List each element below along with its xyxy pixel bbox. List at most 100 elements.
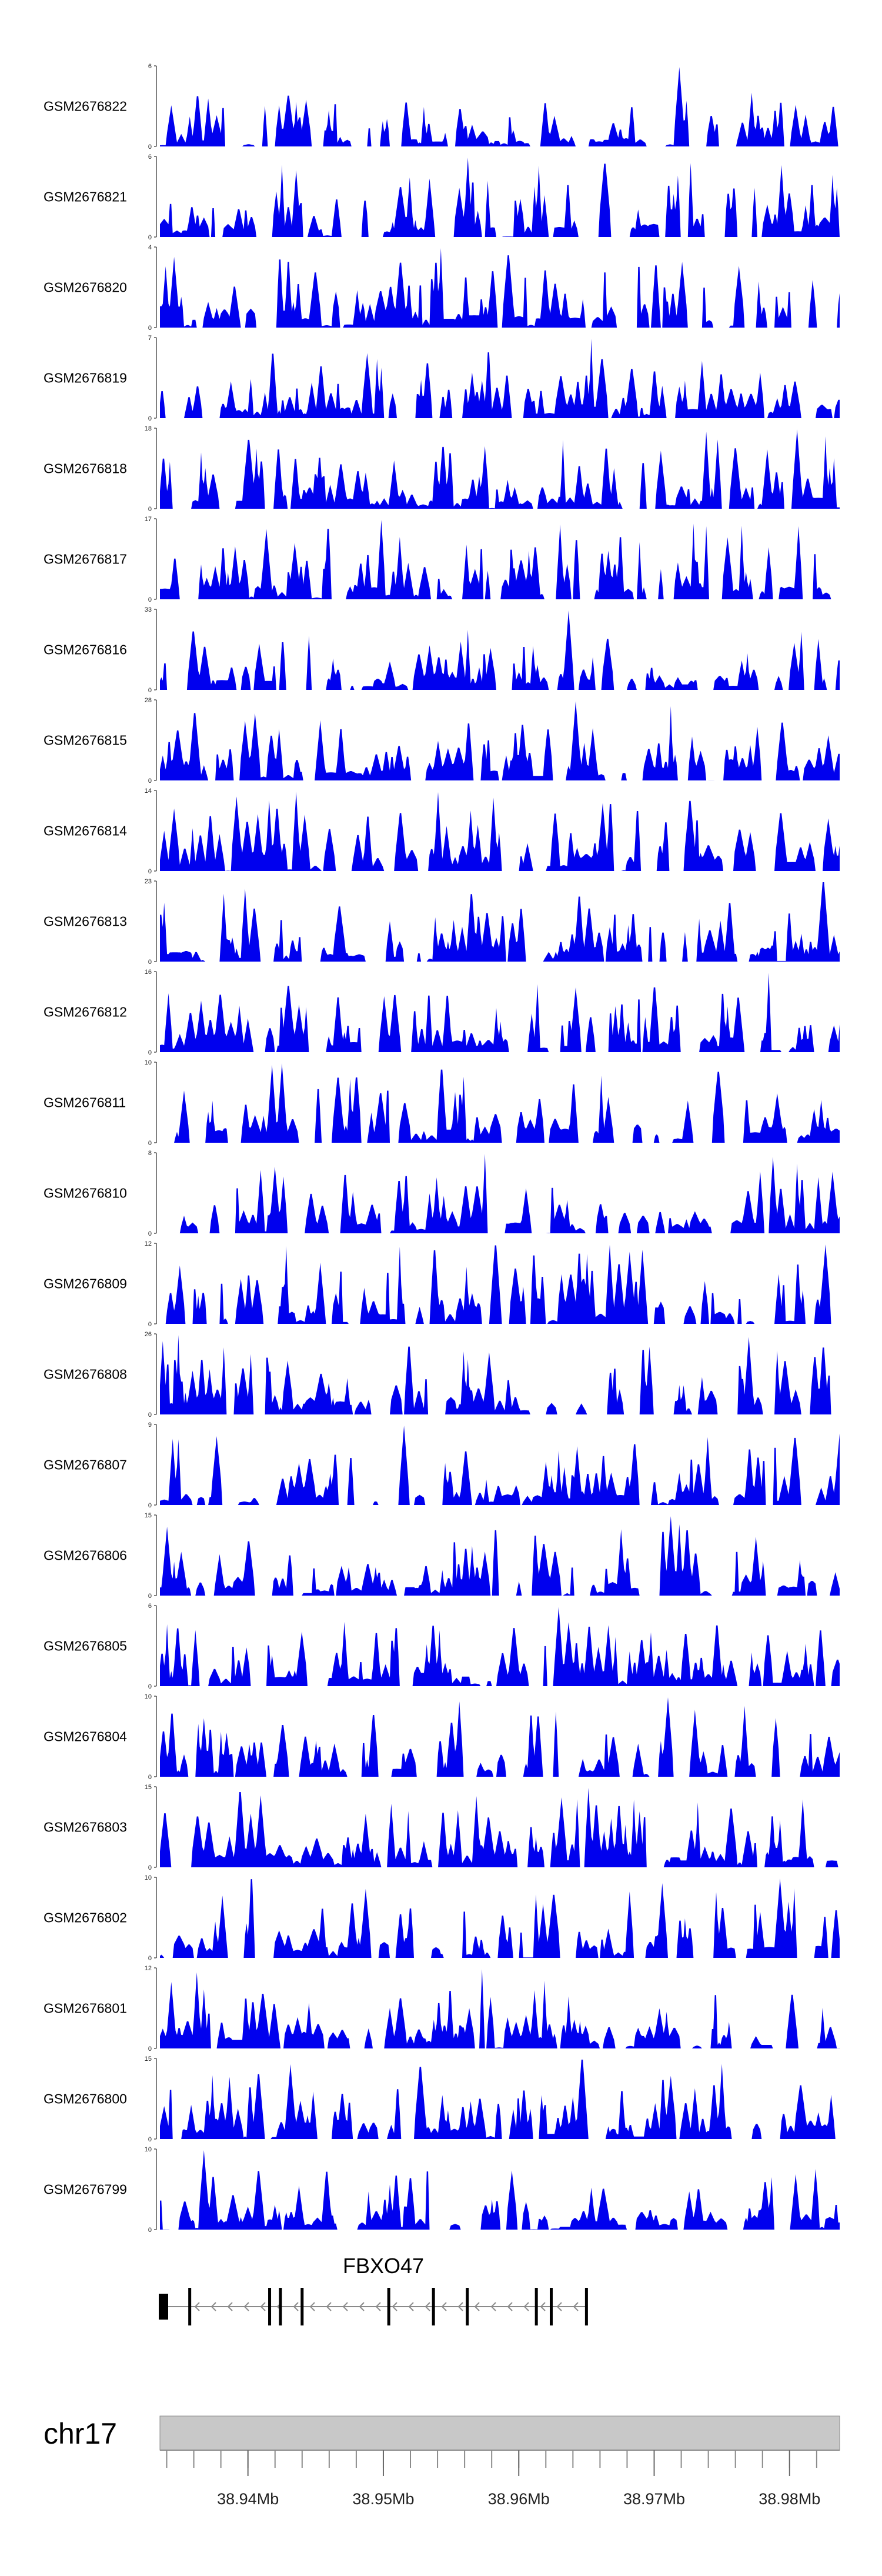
coverage-area [160, 1244, 840, 1324]
track: GSM2676812 16 0 [44, 969, 840, 1056]
y-min-label: 0 [148, 415, 152, 422]
strand-arrow-icon [260, 2302, 266, 2311]
y-min-label: 0 [148, 1864, 152, 1871]
y-max-label: 12 [145, 1965, 152, 1972]
track: GSM2676810 8 0 [44, 1150, 840, 1237]
gene-exon [466, 2288, 469, 2325]
y-min-label: 0 [148, 1683, 152, 1690]
strand-arrow-icon [523, 2302, 529, 2311]
y-max-label: 10 [145, 2146, 152, 2153]
coverage-area [160, 610, 840, 690]
coverage-area [160, 158, 840, 237]
y-max-label: 7 [148, 335, 152, 342]
track: GSM2676821 6 0 [44, 154, 840, 241]
y-max-label: 6 [148, 63, 152, 70]
track-label: GSM2676814 [44, 823, 127, 839]
y-max-label: 23 [145, 878, 152, 885]
strand-arrow-icon [211, 2302, 216, 2311]
strand-arrow-icon [425, 2302, 430, 2311]
track-label: GSM2676813 [44, 914, 127, 929]
track-label: GSM2676807 [44, 1457, 127, 1473]
y-min-label: 0 [148, 2227, 152, 2234]
track-label: GSM2676811 [44, 1095, 126, 1110]
strand-arrow-icon [227, 2302, 233, 2311]
track: GSM2676813 23 0 [44, 878, 840, 966]
strand-arrow-icon [326, 2302, 332, 2311]
y-min-label: 0 [148, 144, 152, 151]
gene-exon [279, 2288, 282, 2325]
y-min-label: 0 [148, 2136, 152, 2143]
y-max-label: 15 [145, 2056, 152, 2063]
y-min-label: 0 [148, 325, 152, 332]
track: GSM2676803 15 0 [44, 1784, 840, 1871]
track-label: GSM2676816 [44, 642, 127, 658]
y-min-label: 0 [148, 1593, 152, 1600]
y-max-label: 4 [148, 244, 152, 251]
track: GSM2676800 15 0 [44, 2056, 840, 2143]
track-label: GSM2676822 [44, 99, 127, 114]
track-label: GSM2676803 [44, 1820, 127, 1835]
track-label: GSM2676815 [44, 733, 127, 748]
coverage-area [160, 1426, 840, 1505]
track-label: GSM2676806 [44, 1548, 127, 1563]
y-min-label: 0 [148, 2046, 152, 2053]
strand-arrow-icon [392, 2302, 397, 2311]
track-label: GSM2676799 [44, 2182, 127, 2197]
track: GSM2676815 28 0 [44, 697, 840, 785]
track-label: GSM2676805 [44, 1639, 127, 1654]
gene-exon [188, 2288, 192, 2325]
gene-exon [268, 2288, 272, 2325]
track: GSM2676820 4 0 [44, 244, 840, 332]
coverage-area [160, 1335, 840, 1414]
gene-exon [432, 2288, 435, 2325]
y-max-label: 17 [145, 516, 152, 523]
track: GSM2676799 10 0 [44, 2146, 840, 2234]
chromosome-axis: chr17 38.94Mb 38.95Mb 38.96Mb 38.97Mb 38.98Mb [44, 2415, 840, 2508]
strand-arrow-icon [359, 2302, 365, 2311]
y-max-label: 15 [145, 1784, 152, 1791]
y-min-label: 0 [148, 868, 152, 875]
coverage-area [160, 429, 840, 509]
track-label: GSM2676818 [44, 461, 127, 476]
track-label: GSM2676819 [44, 371, 127, 386]
track: GSM2676809 12 0 [44, 1240, 840, 1328]
track: GSM2676802 10 0 [44, 1874, 840, 1962]
x-tick-label: 38.98Mb [759, 2490, 820, 2508]
track-label: GSM2676804 [44, 1729, 127, 1744]
strand-arrow-icon [243, 2302, 249, 2311]
y-min-label: 0 [148, 234, 152, 241]
strand-arrow-icon [342, 2302, 348, 2311]
coverage-area [160, 520, 840, 599]
chromosome-label: chr17 [44, 2417, 117, 2450]
y-min-label: 0 [148, 959, 152, 966]
track: GSM2676816 33 0 [44, 606, 840, 694]
coverage-area [160, 1516, 840, 1596]
strand-arrow-icon [457, 2302, 463, 2311]
coverage-area [160, 248, 840, 328]
coverage-area [160, 1697, 840, 1777]
track-label: GSM2676802 [44, 1910, 127, 1926]
strand-arrow-icon [441, 2302, 447, 2311]
gene-track: FBXO47 [159, 2254, 588, 2325]
track-label: GSM2676809 [44, 1276, 127, 1292]
coverage-area [160, 701, 840, 780]
y-max-label: 15 [145, 1512, 152, 1519]
x-tick-label: 38.96Mb [488, 2490, 550, 2508]
track-label: GSM2676821 [44, 189, 127, 205]
y-max-label: 18 [145, 425, 152, 432]
y-min-label: 0 [148, 1049, 152, 1056]
y-min-label: 0 [148, 1774, 152, 1781]
track: GSM2676819 7 0 [44, 335, 840, 422]
coverage-area [160, 67, 840, 146]
gene-exon [550, 2288, 553, 2325]
y-max-label: 6 [148, 1603, 152, 1610]
track-label: GSM2676800 [44, 2091, 127, 2107]
y-max-label: 26 [145, 1331, 152, 1338]
strand-arrow-icon [408, 2302, 414, 2311]
y-min-label: 0 [148, 506, 152, 513]
y-max-label: 6 [148, 154, 152, 161]
gene-exon [387, 2288, 390, 2325]
x-tick-label: 38.95Mb [352, 2490, 414, 2508]
chromosome-bar [159, 2415, 840, 2451]
